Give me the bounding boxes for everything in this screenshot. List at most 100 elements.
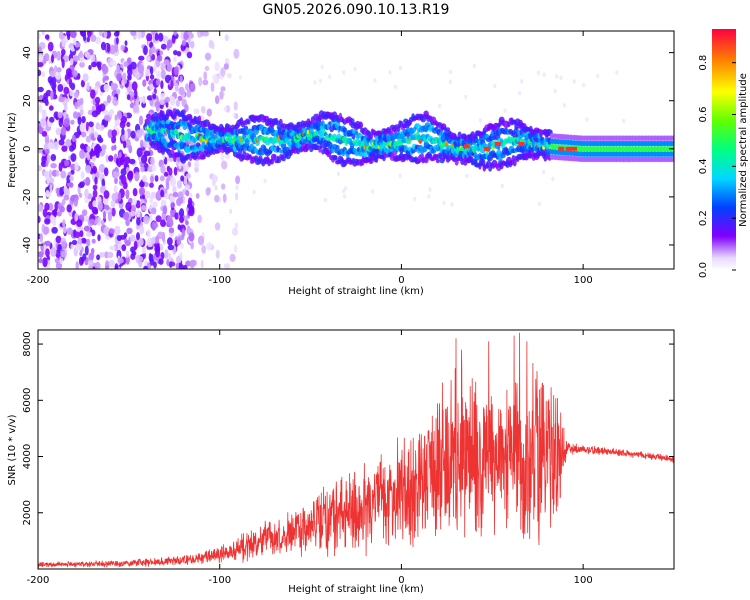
spectrogram-cell — [172, 191, 179, 198]
spectrogram-cell — [393, 84, 397, 90]
spectrogram-cell — [44, 53, 50, 62]
spectrogram-cell — [370, 189, 374, 194]
spectrogram-cell — [38, 62, 44, 68]
spectrogram-cell — [323, 198, 327, 203]
spectrogram-cell — [160, 43, 167, 50]
spectrogram-cell — [161, 120, 165, 125]
spectrogram-cell — [188, 192, 193, 198]
spectrogram-cell — [143, 265, 149, 269]
spectrogram-cell — [79, 122, 86, 133]
spectrogram-x-tick-label: 100 — [574, 275, 593, 286]
spectrogram-cell — [233, 244, 238, 253]
spectrogram-cell — [206, 242, 213, 251]
spectrogram-cell — [126, 250, 130, 258]
spectrogram-cell — [135, 129, 143, 139]
spectrogram-cell — [180, 175, 185, 182]
spectrogram-cell — [107, 129, 114, 139]
spectrogram-cell — [133, 240, 138, 251]
spectrogram-cell — [153, 63, 157, 73]
spectrogram-cell — [242, 129, 247, 136]
spectrogram-cell — [43, 226, 50, 235]
spectrogram-cell — [247, 119, 251, 125]
spectrogram-cell — [98, 31, 103, 37]
spectrogram-cell — [86, 231, 93, 237]
spectrogram-cell — [186, 89, 192, 98]
spectrogram-cell — [103, 204, 110, 211]
spectrogram-cell — [129, 158, 136, 165]
spectrogram-cell — [101, 144, 107, 151]
spectrogram-cell — [197, 214, 202, 224]
spectrogram-cell — [80, 79, 85, 88]
spectrogram-cell — [163, 171, 169, 177]
spectrogram-cell — [138, 64, 144, 74]
spectrogram-cell — [493, 83, 497, 89]
spectrogram-cell — [86, 238, 91, 247]
spectrogram-cell — [140, 155, 148, 164]
spectrogram-cell — [106, 43, 111, 53]
spectrogram-cell — [95, 151, 100, 159]
spectrogram-cell — [319, 142, 324, 149]
spectrogram-cell — [223, 63, 229, 70]
spectrogram-cell — [224, 153, 231, 160]
snr-x-tick-label: -200 — [27, 575, 50, 586]
spectrogram-cell — [72, 70, 78, 78]
spectrogram-cell — [92, 189, 98, 198]
colorbar-gradient — [712, 29, 736, 270]
spectrogram-cell — [101, 219, 105, 226]
spectrogram-cell — [151, 164, 157, 172]
spectrogram-cell — [181, 228, 186, 238]
spectrogram-cell — [89, 218, 96, 225]
spectrogram-cell — [74, 162, 79, 171]
colorbar-label: Normalized spectral amplitude — [738, 73, 749, 227]
spectrogram-cell — [353, 66, 357, 72]
spectrogram-cell — [86, 36, 90, 43]
spectrogram-cell — [193, 108, 200, 115]
spectrogram-cell — [118, 152, 122, 158]
spectrogram-cell — [176, 255, 182, 263]
spectrogram-cell — [138, 186, 146, 196]
spectrogram-cell — [185, 189, 190, 197]
spectrogram-cell — [596, 74, 600, 79]
spectrogram-cell — [40, 117, 47, 127]
spectrogram-cell — [110, 82, 115, 91]
spectrogram-cell — [150, 46, 156, 54]
spectrogram-cell — [464, 94, 468, 100]
spectrogram-cell — [160, 219, 166, 227]
spectrogram-cell — [61, 240, 66, 250]
spectrogram-cell — [189, 82, 196, 93]
spectrogram-cell — [69, 175, 74, 182]
spectrogram-cell — [142, 79, 147, 87]
spectrogram-cell — [56, 211, 62, 217]
spectrogram-cell — [51, 226, 58, 234]
spectrogram-cell — [220, 86, 226, 92]
spectrogram-cell — [69, 182, 74, 188]
spectrogram-cell — [54, 65, 58, 73]
spectrogram-cell — [170, 202, 176, 208]
spectrogram-cell — [222, 193, 227, 203]
spectrogram-cell — [77, 116, 82, 126]
colorbar-tick-label: 0.4 — [698, 158, 709, 174]
spectrogram-cell — [146, 95, 154, 101]
spectrogram-cell — [63, 103, 68, 112]
spectrogram-cell — [38, 251, 44, 258]
spectrogram-cell — [47, 141, 54, 150]
spectrogram-cell — [173, 31, 177, 36]
spectrogram-cell — [212, 74, 218, 80]
spectrogram-cell — [51, 83, 56, 91]
spectrogram-cell — [160, 69, 166, 80]
spectrogram-cell — [173, 56, 177, 63]
snr-y-tick-label: 8000 — [22, 331, 33, 356]
spectrogram-cell — [87, 259, 94, 266]
spectrogram-cell — [131, 81, 138, 91]
spectrogram-cell — [398, 173, 402, 178]
spectrogram-cell — [71, 239, 78, 246]
spectrogram-cell — [109, 228, 115, 234]
spectrogram-cell — [154, 100, 161, 108]
spectrogram-cell — [138, 256, 144, 263]
spectrogram-cell — [149, 74, 155, 80]
spectrogram-cell — [130, 130, 136, 139]
spectrogram-cell — [100, 41, 107, 51]
spectrogram-cell — [103, 226, 110, 236]
snr-y-tick-label: 2000 — [22, 500, 33, 525]
spectrogram-cell — [51, 54, 54, 63]
